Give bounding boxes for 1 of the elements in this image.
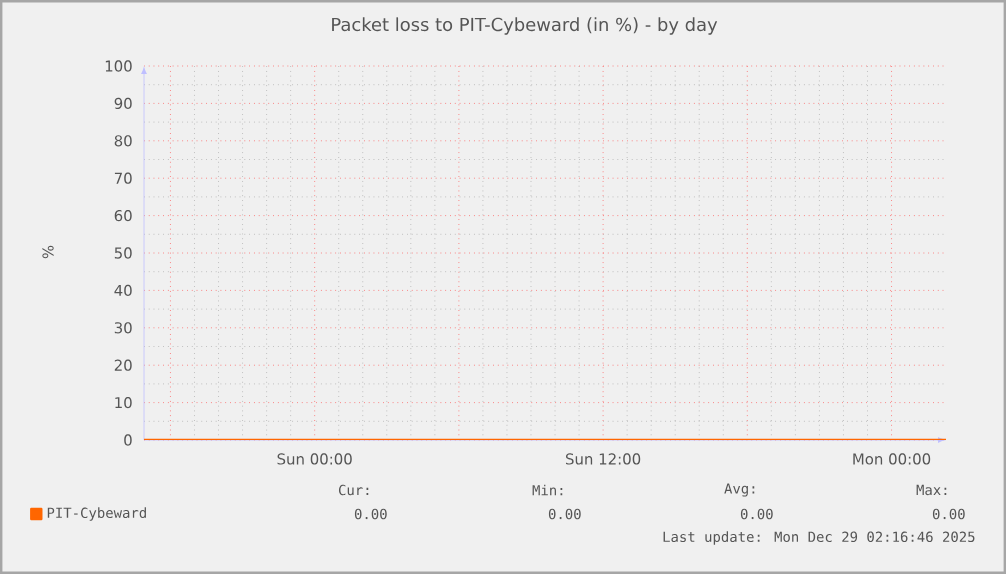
chart-title: Packet loss to PIT-Cybeward (in %) - by day <box>332 17 718 35</box>
